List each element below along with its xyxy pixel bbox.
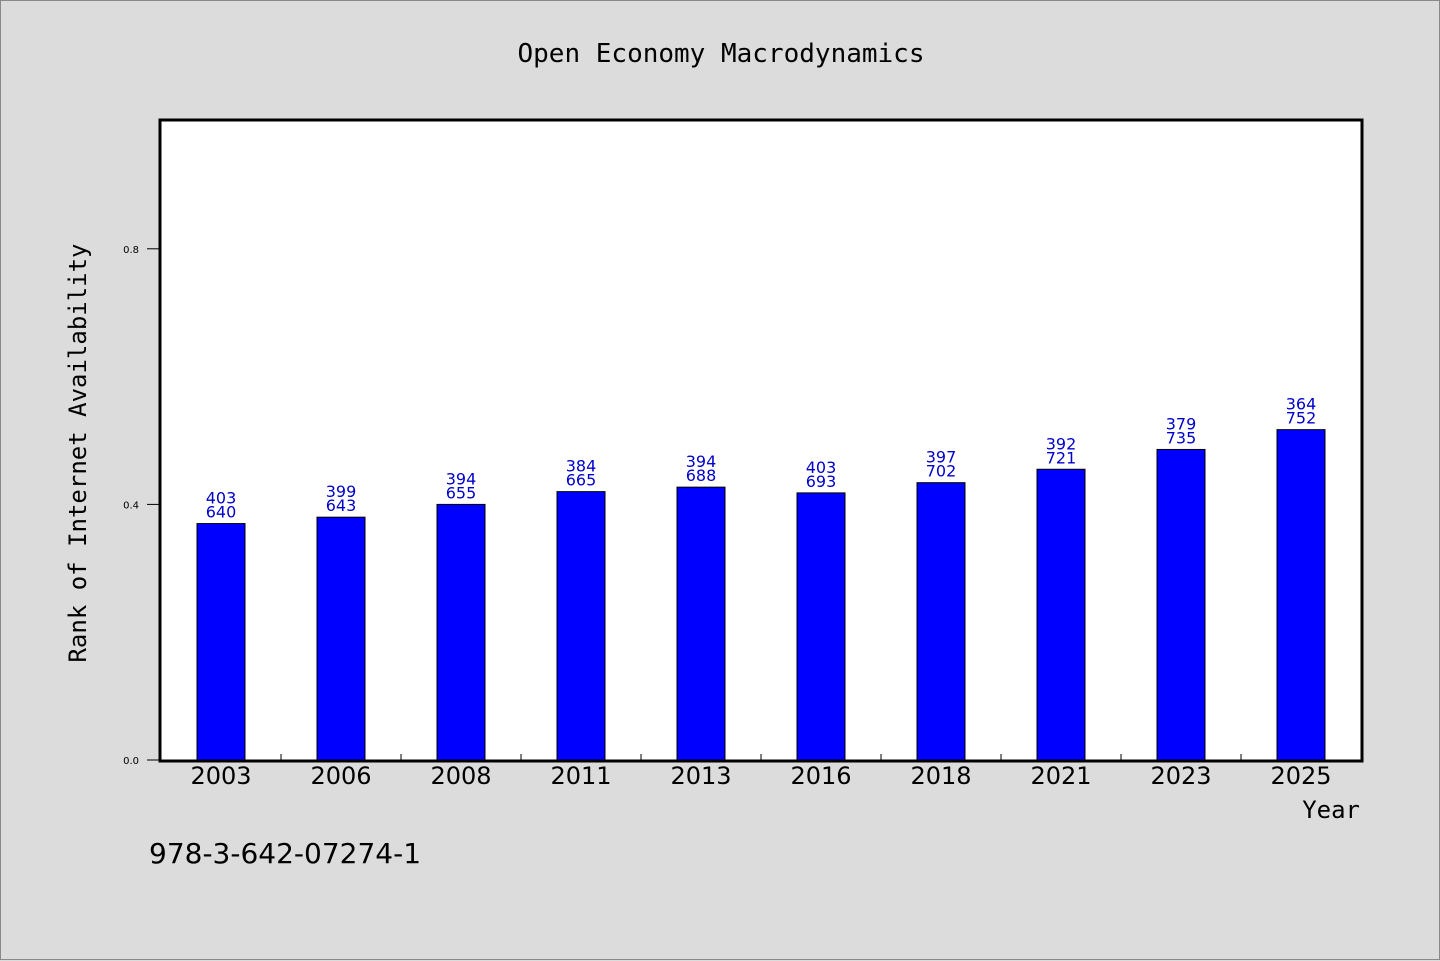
bar-label-top: 399 bbox=[326, 482, 357, 501]
bar-2011[interactable] bbox=[556, 491, 606, 761]
bar-label-top: 394 bbox=[686, 452, 717, 471]
bar-label-top: 394 bbox=[446, 469, 477, 488]
bar-label-top: 397 bbox=[926, 448, 957, 467]
x-tick-label: 2003 bbox=[190, 762, 251, 790]
bar-2025[interactable] bbox=[1276, 429, 1326, 761]
bar-2018[interactable] bbox=[916, 482, 966, 761]
x-axis-label: Year bbox=[1302, 796, 1360, 824]
bar-label-top: 384 bbox=[566, 457, 597, 476]
y-axis-label: Rank of Internet Availability bbox=[64, 243, 92, 662]
isbn-label: 978-3-642-07274-1 bbox=[149, 837, 421, 870]
bar-label-bottom: 665 bbox=[566, 471, 597, 490]
bar-label-top: 403 bbox=[806, 458, 837, 477]
bar-label-bottom: 640 bbox=[206, 503, 237, 522]
bar-label-top: 379 bbox=[1166, 414, 1197, 433]
bar-label-bottom: 693 bbox=[806, 472, 837, 491]
bar-2013[interactable] bbox=[676, 486, 726, 761]
bar-label-top: 403 bbox=[206, 489, 237, 508]
x-tick-label: 2021 bbox=[1030, 762, 1091, 790]
bar-2016[interactable] bbox=[796, 492, 846, 761]
bar-label-bottom: 688 bbox=[686, 466, 717, 485]
x-tick-label: 2013 bbox=[670, 762, 731, 790]
y-axis: 0.0 0.4 0.8 bbox=[123, 245, 161, 767]
bar-label-bottom: 735 bbox=[1166, 428, 1197, 447]
bar-label-bottom: 752 bbox=[1286, 409, 1317, 428]
chart-title: Open Economy Macrodynamics bbox=[518, 39, 925, 69]
bar-label-bottom: 655 bbox=[446, 483, 477, 502]
bar-label-top: 364 bbox=[1286, 395, 1317, 414]
x-tick-label: 2011 bbox=[550, 762, 611, 790]
y-tick-label: 0.0 bbox=[123, 756, 139, 767]
bar-label-top: 392 bbox=[1046, 434, 1077, 453]
x-axis: 2003 2006 2008 2011 2013 2016 2018 2021 2023 2025 bbox=[190, 754, 1332, 790]
x-tick-label: 2023 bbox=[1150, 762, 1211, 790]
bar-label-bottom: 721 bbox=[1046, 448, 1077, 467]
bar-2006[interactable] bbox=[316, 516, 366, 761]
y-tick-label: 0.8 bbox=[123, 245, 139, 256]
x-tick-label: 2006 bbox=[310, 762, 371, 790]
x-tick-label: 2025 bbox=[1270, 762, 1331, 790]
x-tick-label: 2018 bbox=[910, 762, 971, 790]
bar-2003[interactable] bbox=[196, 523, 246, 761]
x-tick-label: 2016 bbox=[790, 762, 851, 790]
bar-2023[interactable] bbox=[1156, 448, 1206, 761]
x-tick-label: 2008 bbox=[430, 762, 491, 790]
y-tick-label: 0.4 bbox=[123, 500, 139, 511]
bar-2008[interactable] bbox=[436, 503, 486, 761]
bar-label-bottom: 702 bbox=[926, 462, 957, 481]
bar-2021[interactable] bbox=[1036, 468, 1086, 761]
bar-label-bottom: 643 bbox=[326, 496, 357, 515]
